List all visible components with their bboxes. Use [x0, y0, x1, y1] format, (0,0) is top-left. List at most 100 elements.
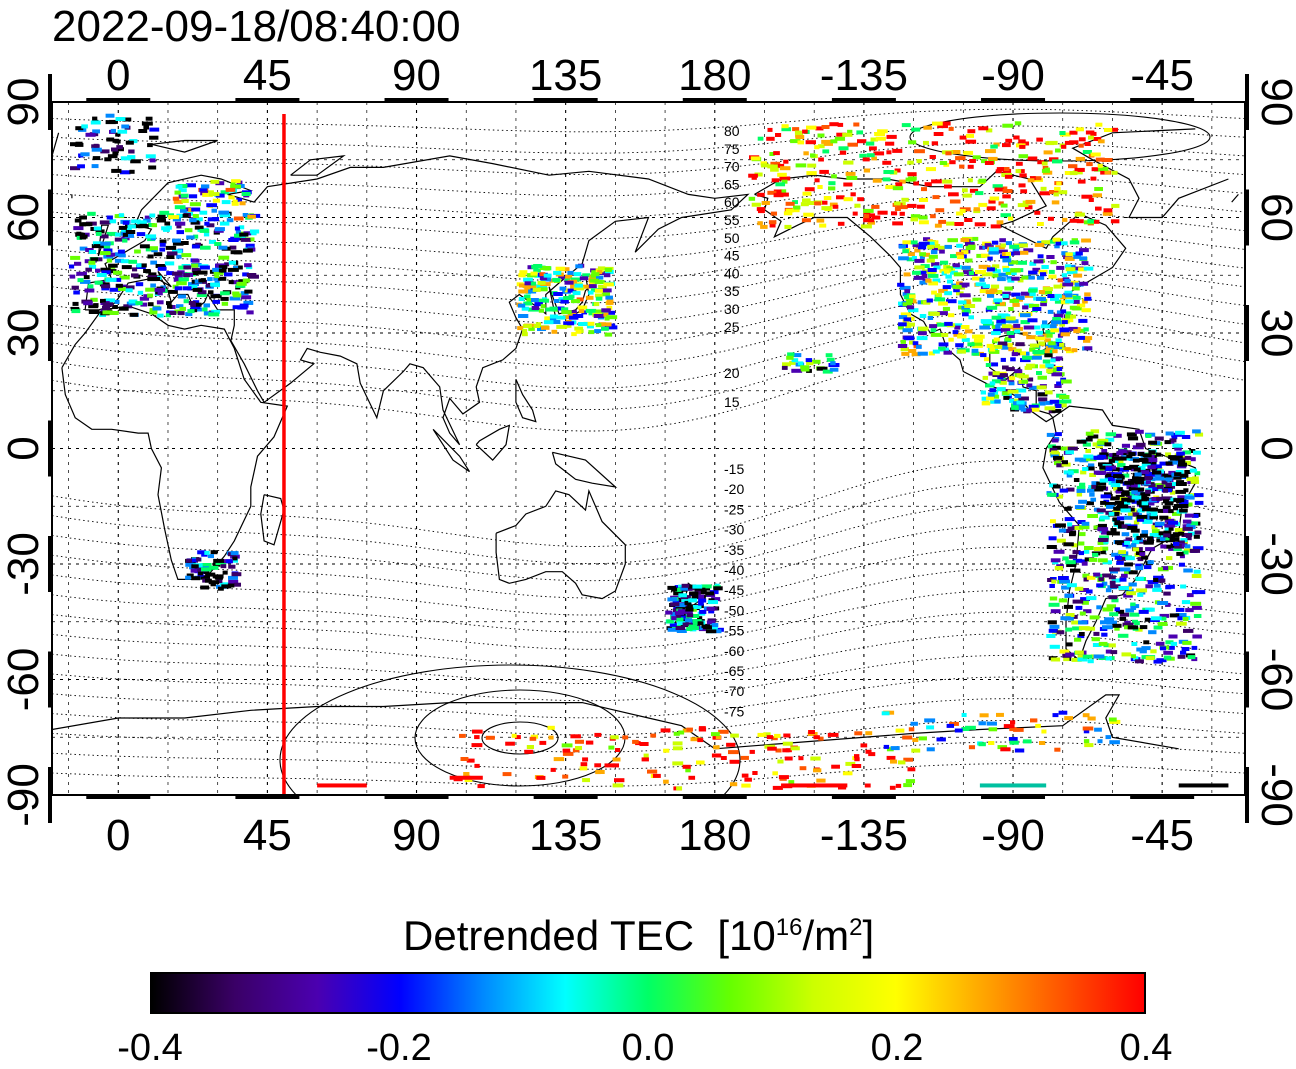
contour-label: -40 — [724, 562, 744, 578]
tec-sample — [1146, 480, 1152, 485]
tec-sample — [919, 254, 925, 259]
tec-sample — [1163, 508, 1171, 513]
tec-sample — [210, 179, 220, 184]
tec-sample — [145, 234, 157, 239]
tec-sample — [1184, 544, 1191, 549]
tec-sample — [1086, 575, 1096, 580]
tec-sample — [1067, 446, 1078, 451]
contour-line — [52, 546, 1245, 616]
tec-sample — [1113, 433, 1122, 438]
tec-sample — [1022, 331, 1028, 336]
tec-sample — [1013, 323, 1021, 328]
tec-sample — [1054, 293, 1062, 298]
tec-sample — [1029, 292, 1036, 297]
tec-sample — [1042, 333, 1049, 338]
lat-tick-right: -60 — [1252, 648, 1296, 712]
tec-sample — [137, 220, 147, 225]
tec-sample — [927, 268, 937, 272]
tec-sample — [556, 324, 568, 329]
tec-sample — [937, 124, 948, 129]
tec-sample — [1041, 290, 1053, 295]
tec-sample — [167, 304, 173, 309]
tec-sample — [1023, 303, 1034, 308]
tec-sample — [149, 135, 159, 140]
tec-sample — [805, 140, 816, 145]
tec-sample — [805, 358, 813, 363]
tec-sample — [1001, 345, 1011, 350]
tec-sample — [816, 218, 825, 223]
tec-sample — [1105, 588, 1112, 593]
tec-sample — [212, 198, 220, 203]
tec-sample — [1005, 316, 1016, 321]
tec-sample — [980, 253, 990, 258]
tec-sample — [1117, 504, 1129, 509]
tec-sample — [997, 277, 1006, 282]
tec-sample — [959, 209, 966, 213]
tec-sample — [583, 321, 595, 326]
tec-sample — [711, 732, 720, 737]
tec-sample — [165, 245, 177, 250]
tec-sample — [991, 324, 998, 329]
tec-sample — [94, 257, 103, 262]
tec-sample — [1121, 497, 1130, 502]
tec-sample — [1190, 479, 1200, 484]
tec-sample — [663, 779, 669, 784]
tec-sample — [536, 284, 548, 289]
tec-sample — [860, 743, 868, 748]
tec-sample — [872, 178, 882, 183]
tec-sample — [188, 207, 194, 212]
tec-sample — [1135, 429, 1144, 434]
tec-sample — [996, 387, 1006, 392]
tec-sample — [197, 550, 207, 555]
tec-sample — [907, 203, 917, 208]
contour-label: -55 — [724, 623, 744, 639]
tec-sample — [1048, 536, 1057, 541]
tec-sample — [869, 146, 877, 151]
tec-sample — [1064, 171, 1073, 175]
tec-sample — [975, 270, 986, 274]
tec-sample — [902, 249, 909, 254]
tec-sample — [103, 248, 113, 253]
tec-sample — [979, 713, 989, 718]
tec-sample — [514, 735, 521, 740]
tec-sample — [1083, 609, 1092, 614]
tec-sample — [1120, 508, 1131, 513]
tec-sample — [582, 778, 590, 783]
tec-sample — [115, 117, 126, 121]
tec-sample — [519, 270, 528, 275]
tec-sample — [772, 771, 778, 776]
tec-sample — [829, 202, 838, 207]
tec-sample — [1061, 251, 1068, 256]
tec-sample — [1176, 621, 1187, 626]
tec-sample — [206, 223, 215, 228]
tec-sample — [597, 270, 603, 275]
tec-sample — [930, 328, 937, 333]
tec-sample — [1189, 548, 1201, 553]
tec-sample — [90, 120, 101, 125]
tec-sample — [138, 263, 147, 268]
tec-sample — [591, 272, 600, 277]
tec-sample — [1135, 442, 1146, 447]
tec-sample — [1132, 547, 1140, 552]
tec-sample — [574, 326, 584, 331]
tec-sample — [521, 306, 529, 311]
tec-sample — [1052, 713, 1059, 718]
tec-sample — [1164, 526, 1170, 531]
tec-sample — [910, 240, 918, 245]
tec-sample — [188, 285, 198, 289]
tec-sample — [582, 757, 589, 762]
tec-sample — [975, 191, 984, 196]
tec-sample — [1178, 459, 1186, 464]
tec-sample — [698, 727, 707, 732]
tec-sample — [1067, 526, 1076, 531]
tec-sample — [524, 749, 534, 754]
tec-sample — [1154, 436, 1164, 441]
tec-sample — [139, 244, 150, 249]
tec-sample — [555, 266, 566, 271]
tec-sample — [995, 245, 1005, 250]
tec-sample — [1049, 577, 1057, 581]
tec-sample — [910, 217, 919, 222]
tec-sample — [1087, 434, 1099, 439]
tec-sample — [942, 179, 953, 184]
tec-sample — [1147, 465, 1156, 470]
